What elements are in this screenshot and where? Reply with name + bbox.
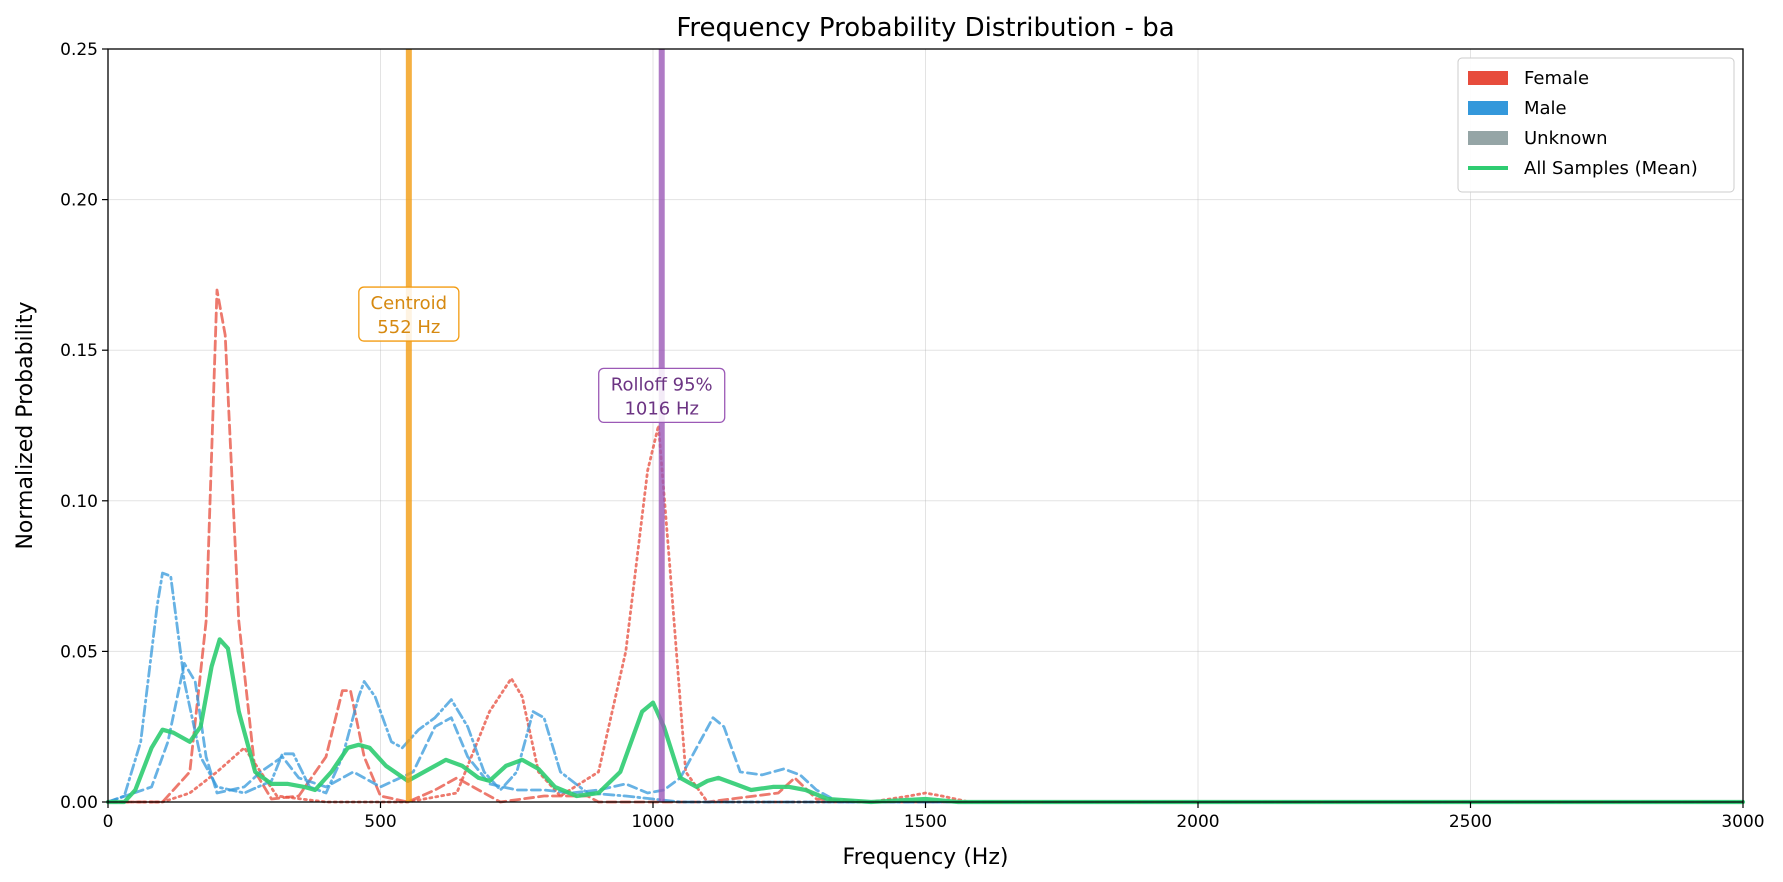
series-line-male-2 — [106, 571, 1745, 804]
y-axis-title: Normalized Probability — [13, 301, 38, 549]
series-lines — [105, 288, 1746, 805]
y-tick-label: 0.00 — [60, 793, 98, 813]
x-tick-label: 1500 — [904, 812, 947, 832]
y-tick-label: 0.20 — [60, 191, 98, 211]
series-line-male-3 — [106, 662, 1745, 804]
x-tick-label: 2500 — [1449, 812, 1492, 832]
marker-annotation-value: 552 Hz — [377, 317, 440, 338]
legend-label-female: Female — [1524, 68, 1589, 89]
marker-lines: Centroid 552 Hz Rolloff 95% 1016 Hz — [358, 49, 726, 802]
legend: Female Male Unknown All Samples (Mean) — [1457, 57, 1735, 193]
y-tick-label: 0.10 — [60, 492, 98, 512]
y-tick-label: 0.25 — [60, 40, 98, 60]
legend-label-all-samples-mean: All Samples (Mean) — [1524, 158, 1698, 179]
chart-title: Frequency Probability Distribution - ba — [676, 13, 1174, 43]
marker-annotation-value: 1016 Hz — [624, 398, 699, 419]
marker-annotation-box — [598, 367, 726, 424]
y-tick-label: 0.05 — [60, 642, 98, 662]
legend-swatch-unknown — [1468, 131, 1508, 145]
x-tick-label: 1000 — [631, 812, 674, 832]
marker-annotation-box — [358, 286, 460, 342]
legend-swatch-male — [1468, 101, 1508, 115]
marker-annotation-label: Centroid — [371, 293, 448, 314]
x-tick-label: 0 — [103, 812, 114, 832]
axis-ticks: 0 500 1000 1500 2000 2500 3000 0.00 0.05 0.10 0.15… — [60, 40, 1764, 832]
x-tick-label: 2000 — [1176, 812, 1219, 832]
legend-swatch-female — [1468, 71, 1508, 85]
y-tick-label: 0.15 — [60, 341, 98, 361]
x-tick-label: 500 — [364, 812, 396, 832]
series-line-all-samples-mean--4 — [105, 637, 1746, 805]
legend-label-unknown: Unknown — [1524, 128, 1608, 149]
legend-box — [1457, 57, 1735, 193]
series-line-female-0 — [106, 288, 1745, 804]
marker-annotation-label: Rolloff 95% — [611, 374, 713, 395]
x-axis-title: Frequency (Hz) — [843, 845, 1009, 870]
legend-label-male: Male — [1524, 98, 1567, 119]
x-tick-label: 3000 — [1721, 812, 1764, 832]
